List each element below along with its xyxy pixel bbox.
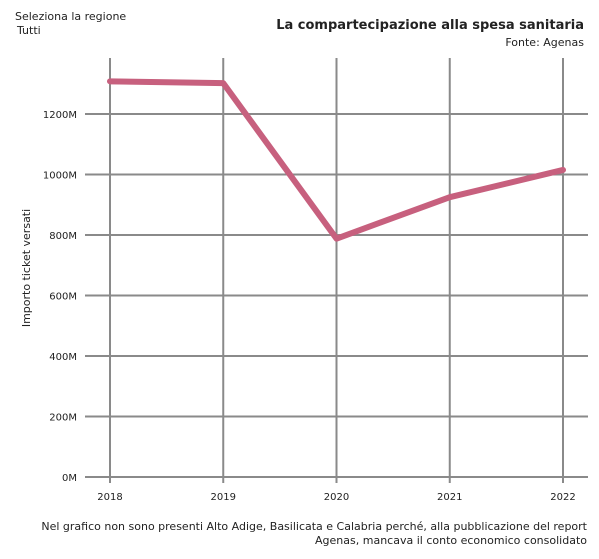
y-tick-label: 800M: [49, 231, 77, 242]
region-filter[interactable]: Seleziona la regione Tutti: [15, 10, 126, 38]
x-tick-label: 2020: [324, 492, 349, 503]
data-point[interactable]: [448, 195, 452, 199]
data-point[interactable]: [108, 79, 112, 83]
y-axis-ticks: 0M 200M 400M 600M 800M 1000M 1200M: [43, 110, 77, 484]
data-point[interactable]: [221, 81, 225, 85]
x-tick-label: 2022: [550, 492, 575, 503]
x-tick-label: 2021: [437, 492, 462, 503]
y-tick-label: 600M: [49, 292, 77, 303]
region-filter-label: Seleziona la regione: [15, 10, 127, 23]
y-tick-label: 0M: [62, 473, 77, 484]
x-tick-label: 2019: [211, 492, 236, 503]
series-lines: [107, 78, 566, 242]
y-axis-title: Importo ticket versati: [20, 209, 33, 327]
region-filter-value[interactable]: Tutti: [17, 24, 41, 37]
vertical-gridlines: [109, 58, 564, 483]
footnote: Nel grafico non sono presenti Alto Adige…: [41, 520, 587, 547]
y-tick-label: 400M: [49, 352, 77, 363]
chart-source: Fonte: Agenas: [505, 36, 584, 49]
chart-header: La compartecipazione alla spesa sanitari…: [276, 18, 584, 51]
y-tick-label: 200M: [49, 413, 77, 424]
x-axis-ticks: 2018 2019 2020 2021 2022: [97, 492, 575, 503]
data-point[interactable]: [561, 168, 565, 172]
data-point[interactable]: [335, 237, 338, 241]
x-tick-label: 2018: [97, 492, 122, 503]
chart-title: La compartecipazione alla spesa sanitari…: [276, 18, 584, 33]
y-tick-label: 1200M: [43, 110, 77, 121]
y-tick-label: 1000M: [43, 171, 77, 182]
